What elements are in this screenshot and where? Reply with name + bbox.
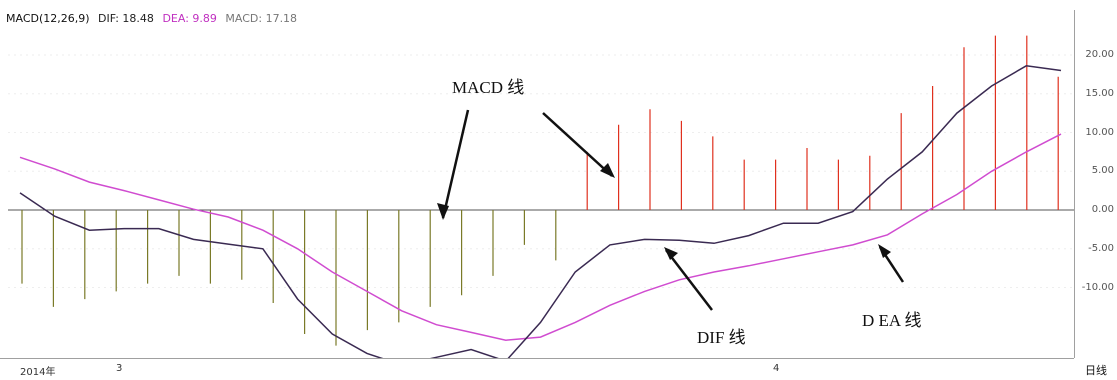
dif-annotation: DIF 线 [697, 328, 746, 347]
grid-lines [8, 54, 1074, 288]
macd-histogram [21, 35, 1059, 346]
macd-arrowhead [437, 203, 449, 220]
dea-value: DEA: 9.89 [162, 12, 217, 25]
x-label-month-3: 3 [116, 363, 123, 374]
dif-arrow [665, 249, 713, 311]
dea-annotation: D EA 线 [862, 311, 922, 330]
y-tick-label: 15.00 [1085, 87, 1114, 99]
dea-arrowhead [878, 244, 891, 258]
x-label-year: 2014年 [20, 367, 56, 378]
y-axis: 20.00 15.00 10.00 5.00 0.00 -5.00 -10.00 [1074, 10, 1117, 358]
macd-value: MACD: 17.18 [225, 12, 298, 25]
y-tick-label: -10.00 [1081, 281, 1114, 293]
macd-annotation: MACD 线 [452, 78, 525, 97]
y-tick-label: 0.00 [1091, 204, 1114, 215]
indicator-name: MACD(12,26,9) [6, 12, 90, 25]
x-axis-bar [0, 358, 1074, 380]
indicator-header: MACD(12,26,9) DIF: 18.48 DEA: 9.89 MACD:… [6, 12, 302, 25]
annotation-arrows [437, 109, 905, 311]
macd-arrow-2 [542, 112, 613, 177]
macd-arrowhead-2 [600, 163, 615, 178]
dif-line [19, 65, 1062, 366]
dif-arrowhead [664, 247, 678, 260]
y-tick-label: 10.00 [1085, 126, 1114, 138]
period-label: 日线 [1085, 364, 1107, 377]
x-label-month-4: 4 [773, 363, 780, 374]
dif-value: DIF: 18.48 [98, 12, 154, 25]
macd-arrow [441, 109, 470, 219]
y-tick-label: 5.00 [1091, 165, 1114, 177]
y-tick-label: 20.00 [1085, 49, 1114, 60]
dea-line [19, 133, 1062, 341]
y-tick-label: -5.00 [1088, 242, 1114, 254]
